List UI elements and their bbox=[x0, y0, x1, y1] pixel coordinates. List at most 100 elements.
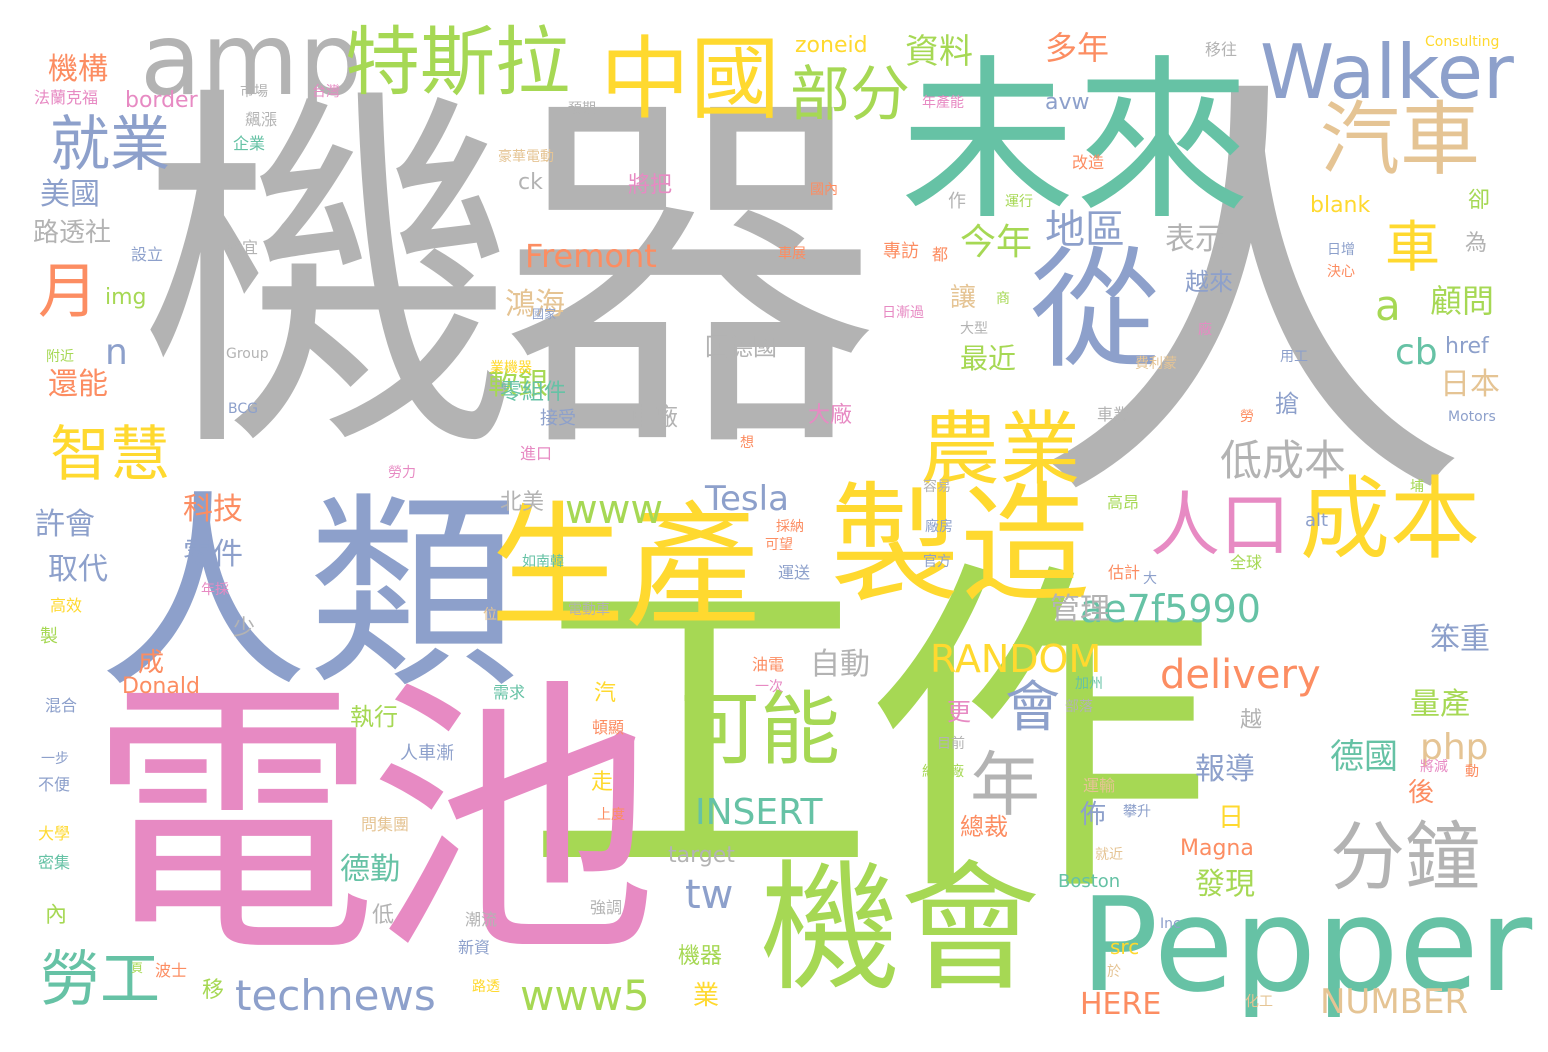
word-shang: 商 bbox=[996, 291, 1010, 307]
word-rizeng: 日增 bbox=[1327, 242, 1355, 258]
word-muqian: 目前 bbox=[937, 736, 965, 752]
word-que: 卻 bbox=[1468, 188, 1491, 213]
word-shichang: 市場 bbox=[240, 84, 268, 100]
word-yue: 月 bbox=[38, 257, 98, 327]
word-zoneid: zoneid bbox=[795, 33, 868, 58]
word-jieshou: 接受 bbox=[540, 408, 576, 429]
word-fujin: 附近 bbox=[46, 349, 74, 365]
word-zuzhuangchang: 組裝廠 bbox=[922, 764, 964, 780]
word-delivery: delivery bbox=[1160, 652, 1321, 698]
word-beimei: 北美 bbox=[500, 490, 545, 515]
word-yue-single: 越 bbox=[1240, 708, 1263, 733]
word-n: n bbox=[105, 332, 128, 373]
word-donald: Donald bbox=[122, 674, 200, 699]
word-keneng: 可能 bbox=[680, 683, 840, 776]
word-jihui: 機會 bbox=[760, 848, 1041, 1011]
word-wei-position: 位 bbox=[483, 607, 497, 623]
word-nian: 年 bbox=[970, 744, 1040, 826]
word-chezhan: 車展 bbox=[778, 246, 806, 262]
word-keji: 科技 bbox=[183, 492, 243, 527]
word-zhuanfang: 專訪 bbox=[883, 241, 919, 262]
word-gaoxiao: 高效 bbox=[50, 596, 83, 615]
word-ren: 人 bbox=[1030, 46, 1470, 558]
word-renchejian: 人車漸 bbox=[400, 743, 454, 764]
word-meiguo: 美國 bbox=[40, 177, 100, 212]
word-zhixing: 執行 bbox=[350, 703, 398, 731]
word-da: 大 bbox=[1143, 571, 1157, 587]
word-dunxian: 頓顯 bbox=[592, 718, 625, 737]
word-qiye: 企業 bbox=[233, 134, 266, 153]
word-geyi: 格宜 bbox=[226, 238, 259, 257]
word-www5: www5 bbox=[520, 971, 650, 1020]
word-yuelai: 越來 bbox=[1185, 268, 1233, 296]
word-qi: 汽 bbox=[594, 681, 617, 706]
word-nei: 內 bbox=[45, 903, 68, 928]
word-gaizao: 改造 bbox=[1072, 153, 1105, 172]
word-chechang: 車廠 bbox=[630, 403, 678, 431]
word-zhi: 製 bbox=[40, 626, 58, 647]
word-ziliao: 資料 bbox=[905, 32, 973, 72]
word-biaozhang: 飆漲 bbox=[245, 110, 278, 129]
word-kewang: 可望 bbox=[765, 537, 793, 553]
word-zidong: 自動 bbox=[810, 647, 870, 682]
word-youdian: 油電 bbox=[752, 655, 785, 674]
word-diandongche: 電動車 bbox=[568, 602, 610, 618]
word-changfang: 廠房 bbox=[925, 519, 953, 535]
word-yonggong: 用工 bbox=[1280, 349, 1308, 365]
word-quanqiu: 全球 bbox=[1230, 553, 1263, 572]
word-jiangjian: 將減 bbox=[1420, 759, 1448, 775]
word-href: href bbox=[1445, 334, 1489, 359]
word-biaoshi: 表示 bbox=[1165, 222, 1225, 257]
word-haohuadiandong: 豪華電動 bbox=[498, 149, 554, 165]
word-chang: 廠 bbox=[1198, 322, 1212, 338]
word-yibu: 一步 bbox=[41, 751, 69, 767]
word-ruhanhan: 如南韓 bbox=[522, 554, 564, 570]
word-xinzi: 新資 bbox=[458, 938, 491, 957]
word-niancai: 年採 bbox=[201, 582, 229, 598]
word-xiang: 想 bbox=[740, 435, 754, 451]
word-guanli: 管理 bbox=[1050, 592, 1110, 627]
word-bubian: 不便 bbox=[38, 775, 71, 794]
word-consulting: Consulting bbox=[1425, 34, 1500, 50]
word-src: src bbox=[1110, 935, 1140, 959]
word-insert: INSERT bbox=[695, 792, 823, 833]
word-lingjian: 零件 bbox=[183, 537, 243, 572]
word-cheng: 成 bbox=[138, 648, 165, 678]
word-jiqi: 機器 bbox=[140, 56, 880, 499]
word-ae7f5990: ae7f5990 bbox=[1080, 587, 1261, 631]
word-weilai: 未來 bbox=[900, 41, 1250, 244]
word-tesla: Tesla bbox=[705, 479, 789, 519]
word-cheye: 車業 bbox=[1097, 405, 1130, 424]
word-random: RANDOM bbox=[930, 637, 1102, 681]
word-caina: 採納 bbox=[776, 519, 804, 535]
word-ri: 日 bbox=[1218, 803, 1245, 833]
word-ruanyin: 軟銀 bbox=[488, 367, 548, 402]
word-nianchanneng: 年產能 bbox=[922, 95, 964, 111]
word-cb: cb bbox=[1395, 332, 1438, 373]
word-shengchan: 生產 bbox=[490, 489, 760, 646]
word-amp: amp bbox=[140, 1, 363, 118]
word-daxing: 大型 bbox=[960, 321, 988, 337]
word-number: NUMBER bbox=[1320, 982, 1469, 1022]
word-hunhe: 混合 bbox=[45, 696, 78, 715]
word-ye-page: 頁 bbox=[131, 961, 144, 975]
word-jiqi-small: 機器 bbox=[678, 944, 723, 969]
word-qiangdiao: 強調 bbox=[590, 898, 623, 917]
word-guwen: 顧問 bbox=[1430, 282, 1495, 320]
word-haineng: 還能 bbox=[48, 367, 108, 402]
word-qudai: 取代 bbox=[48, 552, 108, 587]
word-daxue: 大學 bbox=[38, 824, 71, 843]
word-miji: 密集 bbox=[38, 853, 71, 872]
word-che: 車 bbox=[1385, 215, 1441, 279]
word-di: 低 bbox=[372, 903, 395, 928]
word-yunxing: 運行 bbox=[1005, 194, 1033, 210]
word-tesila: 特斯拉 bbox=[345, 18, 571, 106]
word-riben: 日本 bbox=[1440, 367, 1500, 402]
word-fenzhong: 分鐘 bbox=[1330, 813, 1481, 901]
word-border: border bbox=[125, 88, 198, 113]
word-jiujin: 就近 bbox=[1095, 847, 1123, 863]
word-lutoushe: 路透社 bbox=[33, 218, 112, 248]
word-juexin: 決心 bbox=[1327, 264, 1355, 280]
word-laoli: 勞力 bbox=[388, 465, 416, 481]
word-shao: 少 bbox=[233, 616, 256, 641]
